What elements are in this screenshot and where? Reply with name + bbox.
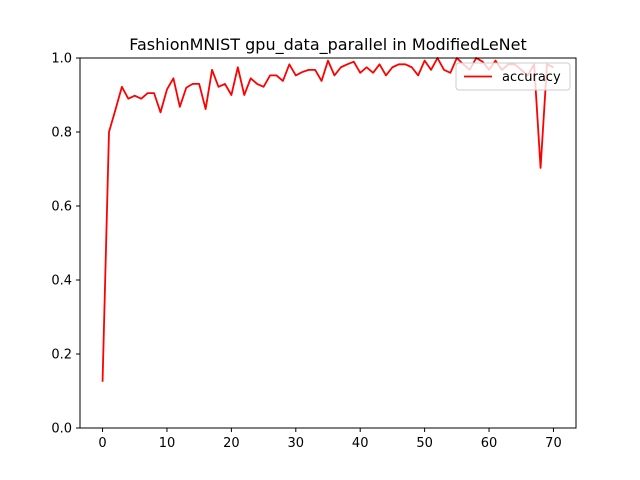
chart-title: FashionMNIST gpu_data_parallel in Modifi…: [129, 35, 527, 55]
axes-frame: [79, 57, 577, 429]
y-tick-label: 1.0: [51, 52, 72, 67]
x-tick-label: 10: [159, 436, 176, 451]
y-tick-label: 0.4: [51, 274, 72, 289]
axes: 0 10 20 30 40 50 60 70 0.0 0.2 0.4 0.6 0.8 1.0: [51, 52, 561, 452]
x-tick-label: 0: [98, 436, 106, 451]
x-tick-label: 30: [288, 436, 305, 451]
y-tick-label: 0.0: [51, 422, 72, 437]
x-tick-label: 40: [352, 436, 369, 451]
legend: accuracy: [455, 62, 571, 91]
x-tick-label: 50: [416, 436, 433, 451]
legend-label: accuracy: [502, 70, 561, 85]
x-tick-label: 20: [223, 436, 240, 451]
legend-box: [455, 62, 571, 91]
series-line-accuracy: [101, 57, 554, 382]
y-tick-label: 0.6: [51, 200, 72, 215]
y-tick-label: 0.8: [51, 126, 72, 141]
x-tick-label: 70: [545, 436, 562, 451]
plot-area: [101, 57, 554, 382]
y-tick-label: 0.2: [51, 348, 72, 363]
x-tick-label: 60: [481, 436, 498, 451]
